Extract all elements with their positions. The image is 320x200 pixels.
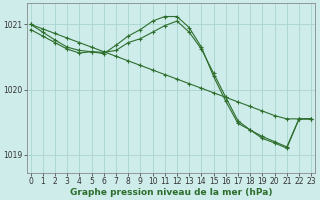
X-axis label: Graphe pression niveau de la mer (hPa): Graphe pression niveau de la mer (hPa) [70, 188, 272, 197]
